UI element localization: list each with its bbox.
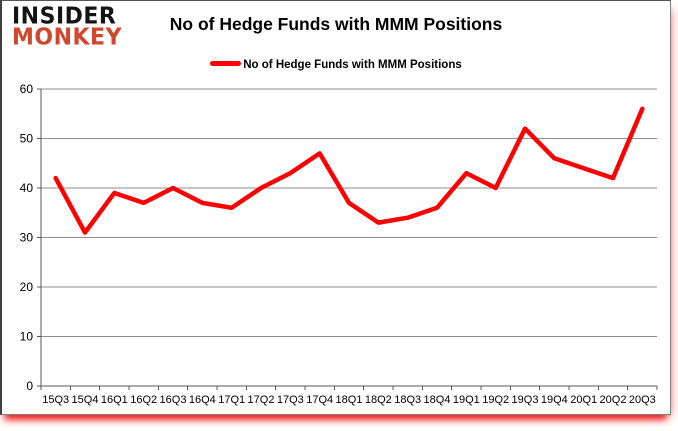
x-tick-label: 17Q2 xyxy=(248,394,275,406)
x-tick-label: 18Q3 xyxy=(394,394,421,406)
x-tick-label: 18Q2 xyxy=(365,394,392,406)
legend-label: No of Hedge Funds with MMM Positions xyxy=(243,58,462,71)
x-tick-label: 15Q3 xyxy=(42,394,69,406)
x-tick-label: 19Q2 xyxy=(482,394,509,406)
x-tick-label: 16Q1 xyxy=(101,394,128,406)
legend-line-marker xyxy=(210,61,242,67)
x-tick-label: 15Q4 xyxy=(72,394,99,406)
x-tick-label: 19Q4 xyxy=(541,394,568,406)
logo-text-insider: INSIDER xyxy=(12,3,117,30)
x-tick-label: 16Q4 xyxy=(189,394,216,406)
chart-title: No of Hedge Funds with MMM Positions xyxy=(169,14,503,34)
y-tick-label: 40 xyxy=(20,181,34,195)
y-tick-label: 0 xyxy=(26,379,33,393)
y-tick-label: 50 xyxy=(20,132,34,146)
x-tick-label: 16Q3 xyxy=(160,394,187,406)
chart-card: INSIDER MONKEY No of Hedge Funds with MM… xyxy=(0,0,671,415)
x-tick-label: 17Q3 xyxy=(277,394,304,406)
x-tick-label: 19Q1 xyxy=(453,394,480,406)
x-tick-label: 18Q1 xyxy=(336,394,363,406)
y-tick-label: 60 xyxy=(20,82,34,96)
x-tick-label: 20Q2 xyxy=(600,394,627,406)
x-tick-label: 20Q3 xyxy=(629,394,656,406)
insider-monkey-logo: INSIDER MONKEY xyxy=(12,3,123,51)
x-tick-label: 17Q4 xyxy=(306,394,333,406)
series-line xyxy=(53,106,645,235)
x-tick-label: 18Q4 xyxy=(424,394,451,406)
logo-text-monkey: MONKEY xyxy=(12,24,123,51)
x-tick-label: 17Q1 xyxy=(218,394,245,406)
x-tick-label: 16Q2 xyxy=(130,394,157,406)
legend: No of Hedge Funds with MMM Positions xyxy=(2,56,670,74)
y-tick-label: 20 xyxy=(20,280,34,294)
x-tick-label: 19Q3 xyxy=(512,394,539,406)
y-tick-label: 10 xyxy=(20,330,34,344)
x-tick-label: 20Q1 xyxy=(570,394,597,406)
y-tick-label: 30 xyxy=(20,231,34,245)
